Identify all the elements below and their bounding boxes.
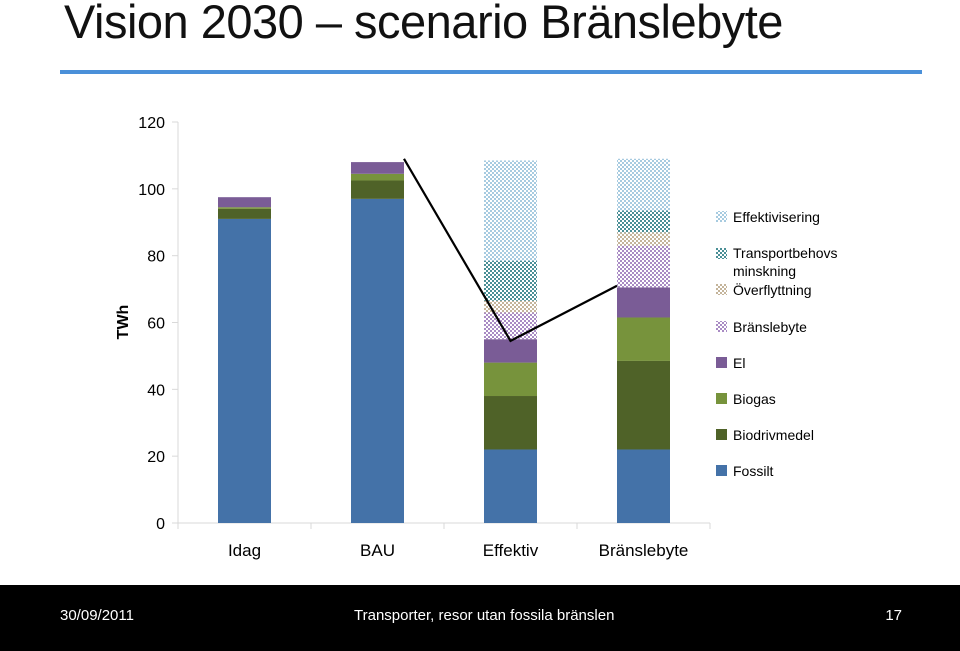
legend-swatch xyxy=(716,465,727,476)
y-tick-label: 40 xyxy=(147,382,165,399)
title-rule xyxy=(60,70,922,74)
y-tick-label: 100 xyxy=(138,182,165,199)
legend-label: Effektivisering xyxy=(733,209,820,225)
legend-label: Biogas xyxy=(733,391,776,407)
bar-segment xyxy=(617,360,670,450)
bar-segment xyxy=(617,245,670,288)
bar-segment xyxy=(218,207,271,209)
legend-label: Fossilt xyxy=(733,463,774,479)
y-tick-label: 120 xyxy=(138,115,165,132)
legend-swatch xyxy=(716,429,727,440)
bar-segment xyxy=(617,210,670,233)
bar-segment xyxy=(351,198,404,523)
bar-segment xyxy=(218,218,271,524)
legend-label: El xyxy=(733,355,745,371)
legend-label: Transportbehovs minskning xyxy=(733,245,838,279)
legend-swatch xyxy=(716,321,727,332)
bar-segment xyxy=(617,449,670,523)
legend-swatch xyxy=(716,248,727,259)
bar-segment xyxy=(617,158,670,211)
bar-segment xyxy=(351,180,404,199)
bar-segment xyxy=(484,449,537,523)
bar-segment xyxy=(484,339,537,363)
legend-swatch xyxy=(716,284,727,295)
bar-segment xyxy=(218,197,271,208)
y-axis-label: TWh xyxy=(115,305,132,340)
footer-text: Transporter, resor utan fossila bränslen xyxy=(354,607,615,624)
bar-segment xyxy=(617,287,670,318)
connector-line xyxy=(403,158,618,343)
legend-swatch xyxy=(716,357,727,368)
x-tick-label: Bränslebyte xyxy=(599,541,689,560)
y-tick-label: 0 xyxy=(156,516,165,533)
x-tick-label: Effektiv xyxy=(483,541,539,560)
stacked-bar-chart: TWh 0 20 40 60 80 100 120 Idag BAU Effektiv Bränsl… xyxy=(115,115,838,560)
x-tick-label: BAU xyxy=(360,541,395,560)
bar-segment xyxy=(617,317,670,361)
bar-segment xyxy=(351,162,404,174)
legend-swatch xyxy=(716,393,727,404)
bar-segment xyxy=(484,362,537,397)
bar-segment xyxy=(351,173,404,181)
bar-segment xyxy=(218,208,271,219)
bar-segment xyxy=(617,232,670,246)
bar-segment xyxy=(484,312,537,340)
x-tick-label: Idag xyxy=(228,541,261,560)
y-tick-label: 80 xyxy=(147,249,165,266)
page-number: 17 xyxy=(885,607,902,624)
bar-segment xyxy=(484,160,537,261)
footer-bar: 30/09/2011 Transporter, resor utan fossi… xyxy=(0,585,960,651)
legend-swatch xyxy=(716,211,727,222)
bar-segment xyxy=(484,300,537,313)
y-tick-label: 20 xyxy=(147,449,165,466)
bar-segment xyxy=(484,396,537,450)
legend-label: Biodrivmedel xyxy=(733,427,814,443)
legend-label: Överflyttning xyxy=(733,281,812,298)
legend-label: Bränslebyte xyxy=(733,319,807,335)
y-tick-label: 60 xyxy=(147,316,165,333)
bar-segment xyxy=(484,260,537,301)
footer-date: 30/09/2011 xyxy=(60,607,134,624)
slide-title: Vision 2030 – scenario Bränslebyte xyxy=(64,0,783,48)
